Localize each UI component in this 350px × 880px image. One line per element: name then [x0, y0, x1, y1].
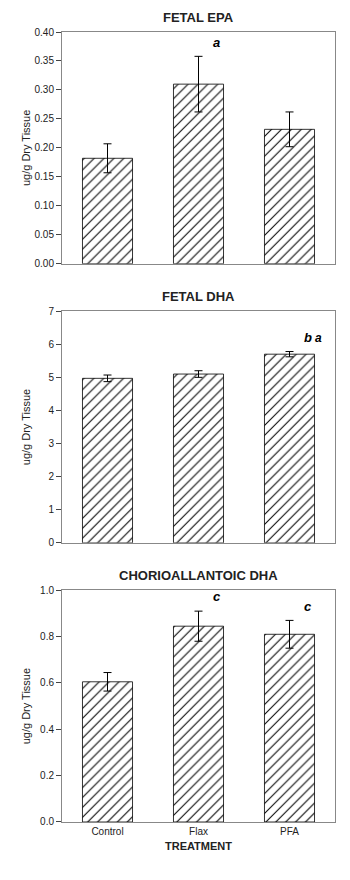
svg-text:0.0: 0.0 [40, 816, 54, 827]
svg-text:0.2: 0.2 [40, 770, 54, 781]
svg-text:4: 4 [48, 405, 54, 416]
svg-text:0.20: 0.20 [35, 142, 55, 153]
svg-text:0.30: 0.30 [35, 84, 55, 95]
svg-text:a: a [315, 331, 322, 345]
svg-text:ug/g Dry Tissue: ug/g Dry Tissue [20, 389, 32, 465]
svg-text:ug/g Dry Tissue: ug/g Dry Tissue [20, 110, 32, 186]
svg-text:PFA: PFA [280, 826, 299, 837]
svg-text:FETAL EPA: FETAL EPA [163, 10, 234, 25]
svg-text:0.35: 0.35 [35, 55, 55, 66]
svg-text:0.40: 0.40 [35, 27, 55, 38]
svg-text:1: 1 [48, 504, 54, 515]
svg-text:0.10: 0.10 [35, 200, 55, 211]
svg-text:0.15: 0.15 [35, 171, 55, 182]
svg-text:Control: Control [91, 826, 123, 837]
svg-text:3: 3 [48, 438, 54, 449]
svg-text:0: 0 [48, 537, 54, 548]
svg-text:0.8: 0.8 [40, 631, 54, 642]
svg-text:2: 2 [48, 471, 54, 482]
svg-text:Flax: Flax [189, 826, 208, 837]
svg-text:FETAL DHA: FETAL DHA [162, 289, 235, 304]
svg-text:5: 5 [48, 372, 54, 383]
svg-text:0.25: 0.25 [35, 113, 55, 124]
svg-text:TREATMENT: TREATMENT [165, 840, 232, 852]
svg-text:0.00: 0.00 [35, 258, 55, 269]
svg-text:0.4: 0.4 [40, 724, 54, 735]
svg-text:c: c [304, 599, 312, 614]
svg-text:0.6: 0.6 [40, 677, 54, 688]
svg-text:0.05: 0.05 [35, 229, 55, 240]
svg-text:b: b [304, 330, 312, 345]
svg-text:CHORIOALLANTOIC DHA: CHORIOALLANTOIC DHA [119, 568, 278, 583]
svg-text:1.0: 1.0 [40, 585, 54, 596]
svg-text:ug/g Dry Tissue: ug/g Dry Tissue [20, 668, 32, 744]
svg-text:a: a [213, 35, 220, 50]
svg-text:c: c [213, 589, 221, 604]
svg-text:7: 7 [48, 306, 54, 317]
svg-text:6: 6 [48, 339, 54, 350]
